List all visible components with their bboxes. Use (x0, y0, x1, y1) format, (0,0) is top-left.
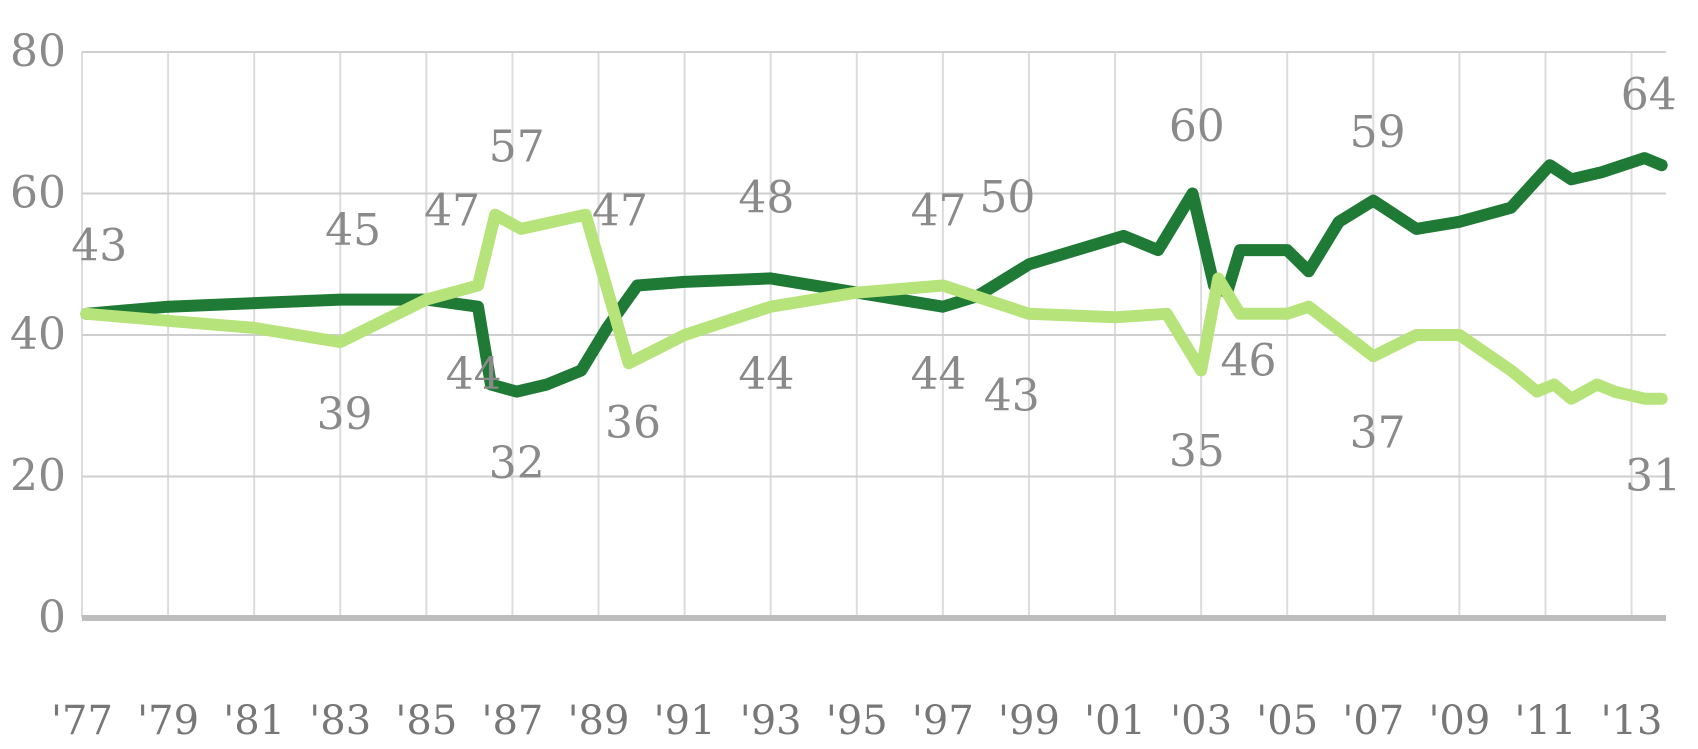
x-tick-label-5: '87 (481, 698, 543, 744)
x-axis-ticks: '77 '79 '81 '83 '85 '87 '89 '91 '93 '95 '97 '99 '01 '… (51, 698, 1662, 744)
data-label-8: 60 (1169, 101, 1225, 152)
data-label-13: 32 (489, 438, 545, 489)
data-label-16: 44 (911, 349, 967, 400)
data-label-7: 50 (979, 172, 1035, 223)
data-label-14: 36 (605, 398, 661, 449)
x-tick-label-11: '99 (998, 698, 1060, 744)
y-tick-label-4: 80 (10, 26, 66, 77)
data-label-21: 31 (1625, 451, 1681, 502)
grid (81, 51, 1666, 621)
data-label-10: 64 (1621, 69, 1677, 120)
data-label-3: 57 (489, 122, 545, 173)
y-tick-label-3: 60 (10, 168, 66, 219)
y-tick-label-0: 0 (38, 592, 66, 643)
data-label-17: 43 (984, 371, 1040, 422)
data-label-6: 47 (911, 185, 967, 236)
data-label-19: 46 (1220, 335, 1276, 386)
data-label-0: 43 (71, 221, 127, 272)
x-tick-label-0: '77 (51, 698, 113, 744)
data-label-9: 59 (1350, 107, 1406, 158)
x-tick-label-18: '13 (1601, 698, 1663, 744)
x-tick-label-15: '07 (1342, 698, 1404, 744)
data-label-20: 37 (1350, 407, 1406, 458)
data-label-5: 48 (738, 173, 794, 224)
x-tick-label-12: '01 (1084, 698, 1146, 744)
data-label-12: 39 (317, 389, 373, 440)
series-line-2 (80, 208, 1668, 405)
x-tick-label-4: '85 (395, 698, 457, 744)
data-label-1: 45 (325, 205, 381, 256)
x-tick-label-13: '03 (1170, 698, 1232, 744)
x-tick-label-14: '05 (1256, 698, 1318, 744)
series-lines (80, 152, 1668, 405)
x-tick-label-7: '91 (654, 698, 716, 744)
series-line-1 (80, 152, 1668, 398)
x-tick-label-3: '83 (309, 698, 371, 744)
x-tick-label-8: '93 (740, 698, 802, 744)
x-tick-label-17: '11 (1515, 698, 1577, 744)
data-label-4: 47 (592, 185, 648, 236)
y-axis-ticks: 0 20 40 60 80 (10, 26, 66, 643)
x-tick-label-16: '09 (1428, 698, 1490, 744)
x-tick-label-9: '95 (826, 698, 888, 744)
x-tick-label-6: '89 (568, 698, 630, 744)
data-label-18: 35 (1169, 426, 1225, 477)
x-tick-label-2: '81 (223, 698, 285, 744)
y-tick-label-1: 20 (10, 451, 66, 502)
data-label-15: 44 (738, 349, 794, 400)
data-label-2: 47 (424, 185, 480, 236)
data-label-11: 44 (446, 349, 502, 400)
x-tick-label-1: '79 (137, 698, 199, 744)
y-tick-label-2: 40 (10, 309, 66, 360)
x-tick-label-10: '97 (912, 698, 974, 744)
